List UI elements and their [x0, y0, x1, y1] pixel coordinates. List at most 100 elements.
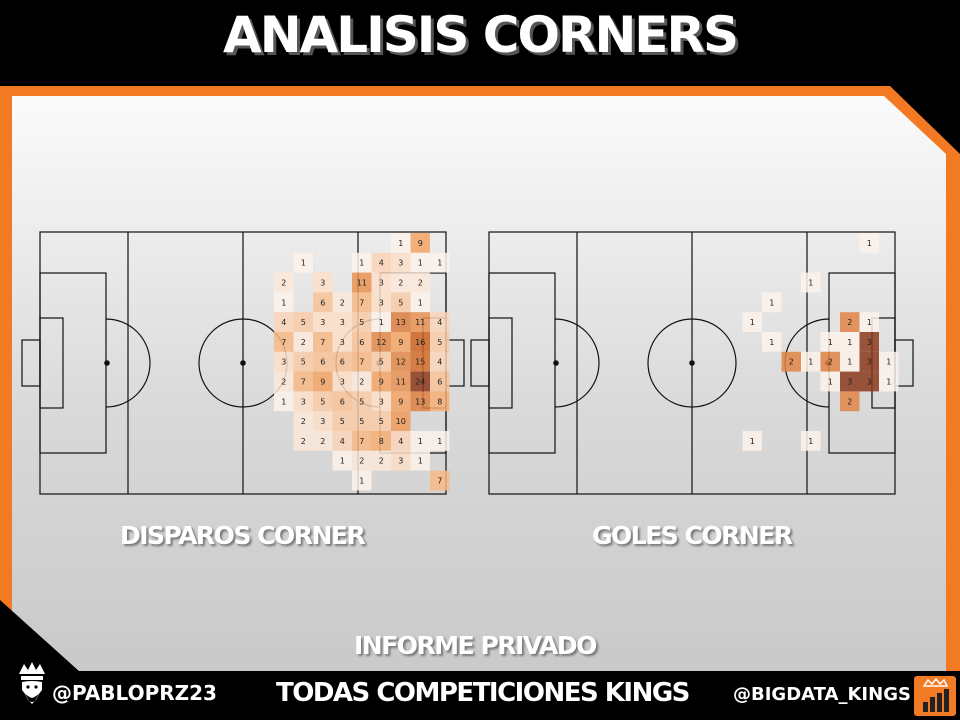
heatmap-cell-label: 1 — [847, 338, 852, 347]
heatmap-cell — [801, 272, 821, 293]
heatmap-cell-label: 1 — [750, 437, 755, 446]
heatmap-cell-label: 5 — [359, 397, 364, 406]
goals-chart-caption: GOLES CORNER — [592, 521, 793, 550]
heatmap-cell — [371, 450, 391, 471]
heatmap-cell-label: 2 — [301, 437, 306, 446]
heatmap-cell — [332, 332, 352, 352]
heatmap-cell — [430, 351, 450, 372]
heatmap-cell-label: 3 — [379, 279, 384, 288]
heatmap-cell-label: 8 — [379, 437, 384, 446]
center-spot — [689, 360, 695, 366]
heatmap-cell-label: 3 — [320, 417, 325, 426]
heatmap-cell — [352, 371, 372, 392]
heatmap-cell-label: 13 — [415, 397, 425, 406]
heatmap-cell — [293, 431, 313, 451]
heatmap-cell — [879, 351, 899, 372]
heatmap-cell — [820, 332, 840, 352]
heatmap-cell-label: 5 — [359, 318, 364, 327]
heatmap-cell — [801, 351, 821, 372]
heatmap-cell — [371, 332, 391, 352]
left-goal — [21, 339, 41, 387]
heatmap-cell-label: 1 — [340, 457, 345, 466]
heatmap-cell-label: 5 — [379, 358, 384, 367]
heatmap-cell-label: 24 — [415, 378, 425, 387]
heatmap-cell — [274, 391, 294, 412]
heatmap-cell-label: 9 — [418, 239, 423, 248]
heatmap-cell-label: 6 — [340, 358, 345, 367]
heatmap-cell — [313, 351, 333, 372]
heatmap-cell-label: 5 — [398, 298, 403, 307]
heatmap-cell — [410, 233, 430, 253]
bar-chart-crown-logo-icon — [914, 676, 956, 716]
heatmap-cell-label: 4 — [398, 437, 403, 446]
center-circle — [647, 318, 737, 408]
heatmap-cell-label: 5 — [359, 417, 364, 426]
heatmap-cell-label: 1 — [808, 437, 813, 446]
heatmap-cell — [391, 332, 411, 352]
heatmap-cell — [352, 450, 372, 471]
heatmap-cell-label: 1 — [437, 437, 442, 446]
heatmap-cell-label: 3 — [379, 397, 384, 406]
heatmap-cell-label: 1 — [418, 457, 423, 466]
heatmap-cell — [352, 312, 372, 332]
heatmap-cell — [840, 391, 860, 412]
heatmap-cell-label: 6 — [359, 338, 364, 347]
heatmap-cell — [820, 371, 840, 392]
heatmap-cell — [371, 351, 391, 372]
heatmap-cell — [410, 351, 430, 372]
heatmap-cell-label: 2 — [379, 457, 384, 466]
heatmap-cell — [313, 411, 333, 431]
heatmap-cell — [430, 312, 450, 332]
heatmap-cell-label: 3 — [340, 378, 345, 387]
heatmap-cell-label: 6 — [320, 358, 325, 367]
heatmap-cell — [742, 431, 762, 451]
heatmap-cell-label: 1 — [886, 358, 891, 367]
heatmap-cell-label: 3 — [847, 378, 852, 387]
heatmap-cell-label: 7 — [437, 477, 442, 486]
heatmap-cells: 1 1 1 1 2 1 1 1 1 3 2 1 2 1 3 1 1 3 3 1 2 1 1 — [742, 233, 899, 451]
heatmap-cell — [430, 431, 450, 451]
heatmap-cell-label: 1 — [808, 279, 813, 288]
heatmap-cell — [274, 332, 294, 352]
heatmap-cell — [313, 272, 333, 293]
heatmap-cell-label: 4 — [437, 318, 442, 327]
heatmap-cell — [293, 252, 313, 273]
heatmap-cell-label: 1 — [418, 437, 423, 446]
heatmap-cell-label: 10 — [396, 417, 406, 426]
heatmap-cell — [410, 371, 430, 392]
heatmap-cell-label: 2 — [359, 457, 364, 466]
left-goal — [470, 339, 490, 387]
heatmap-cell-label: 13 — [396, 318, 406, 327]
left-penalty-spot — [104, 360, 110, 366]
heatmap-cell — [332, 292, 352, 313]
heatmap-cell-label: 1 — [867, 318, 872, 327]
heatmap-cell-label: 1 — [359, 259, 364, 268]
heatmap-cell-label: 1 — [769, 338, 774, 347]
heatmap-cell-label: 2 — [418, 279, 423, 288]
heatmap-cell-label: 3 — [320, 279, 325, 288]
heatmap-cell-label: 3 — [867, 358, 872, 367]
heatmap-cell — [313, 371, 333, 392]
heatmap-cell — [352, 351, 372, 372]
heatmap-cell-label: 9 — [398, 397, 403, 406]
heatmap-cell — [371, 431, 391, 451]
heatmap-cell-label: 12 — [396, 358, 406, 367]
heatmap-cell-label: 1 — [886, 378, 891, 387]
heatmap-cell-label: 1 — [750, 318, 755, 327]
heatmap-cell — [879, 371, 899, 392]
heatmap-cell — [274, 371, 294, 392]
heatmap-cell-label: 2 — [340, 298, 345, 307]
heatmap-cell — [371, 371, 391, 392]
left-goal-area — [39, 317, 64, 409]
heatmap-cell-label: 2 — [789, 358, 794, 367]
heatmap-cell-label: 12 — [376, 338, 386, 347]
heatmap-cell-label: 1 — [769, 298, 774, 307]
heatmap-cell-label: 5 — [301, 318, 306, 327]
heatmap-cell — [313, 312, 333, 332]
heatmap-cell — [410, 312, 430, 332]
heatmap-cell-label: 3 — [320, 318, 325, 327]
heatmap-cell-label: 1 — [379, 318, 384, 327]
heatmap-cell-label: 3 — [340, 318, 345, 327]
heatmap-cell — [332, 371, 352, 392]
heatmap-cell — [430, 332, 450, 352]
